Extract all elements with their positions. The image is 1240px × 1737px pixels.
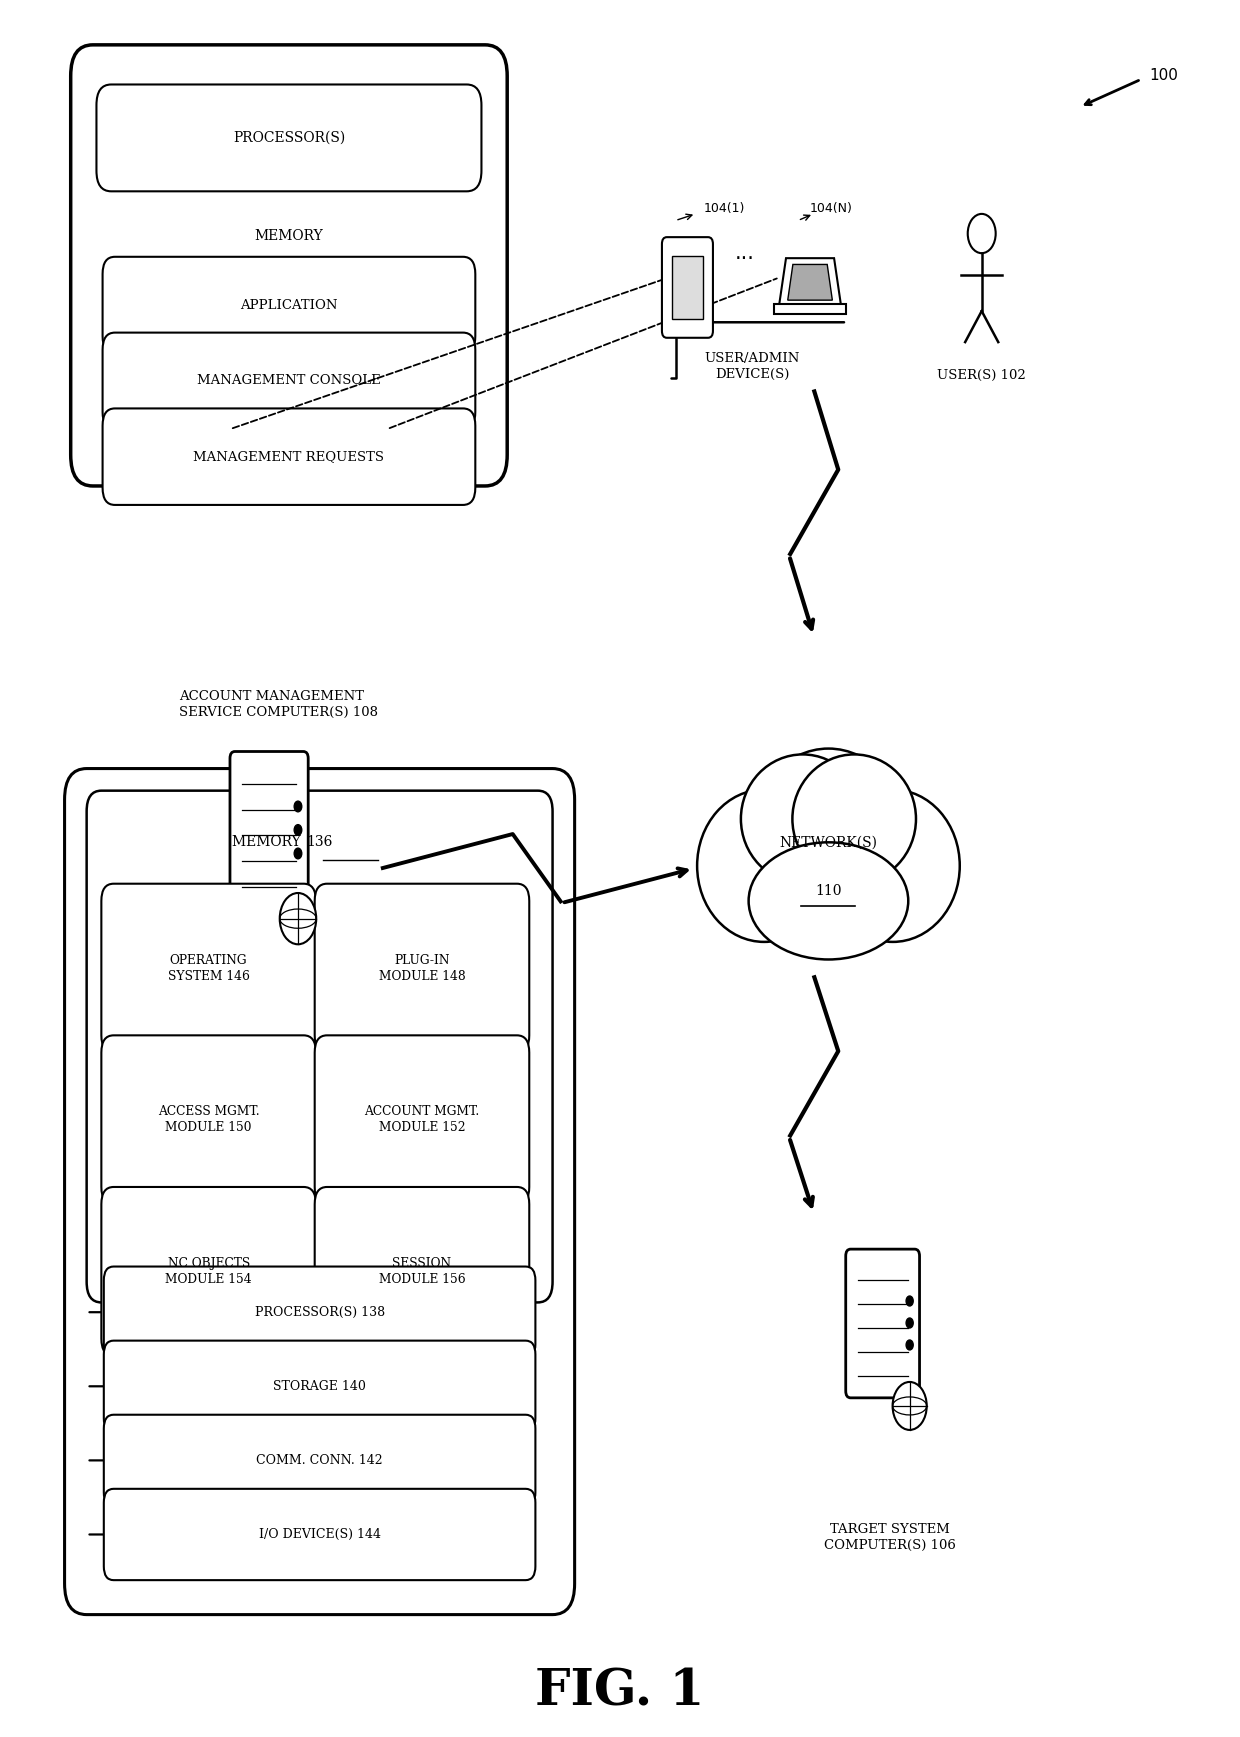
Text: PROCESSOR(S) 138: PROCESSOR(S) 138 <box>254 1306 384 1318</box>
FancyBboxPatch shape <box>104 1414 536 1506</box>
FancyBboxPatch shape <box>97 85 481 191</box>
Circle shape <box>294 848 301 858</box>
Text: OPERATING
SYSTEM 146: OPERATING SYSTEM 146 <box>167 954 249 983</box>
Text: SESSION
MODULE 156: SESSION MODULE 156 <box>378 1258 465 1285</box>
Text: ACCOUNT MGMT.
MODULE 152: ACCOUNT MGMT. MODULE 152 <box>365 1105 480 1134</box>
Circle shape <box>280 893 316 945</box>
FancyBboxPatch shape <box>87 790 553 1303</box>
Text: NC OBJECTS
MODULE 154: NC OBJECTS MODULE 154 <box>165 1258 252 1285</box>
Text: 136: 136 <box>306 835 332 849</box>
FancyBboxPatch shape <box>102 884 316 1053</box>
Ellipse shape <box>826 790 960 941</box>
FancyBboxPatch shape <box>104 1266 536 1358</box>
Circle shape <box>967 214 996 254</box>
Text: USER/ADMIN
DEVICE(S): USER/ADMIN DEVICE(S) <box>704 351 800 380</box>
Text: MANAGEMENT CONSOLE: MANAGEMENT CONSOLE <box>197 375 381 387</box>
FancyBboxPatch shape <box>103 257 475 353</box>
Text: APPLICATION: APPLICATION <box>241 299 337 311</box>
Text: STORAGE 140: STORAGE 140 <box>273 1379 366 1393</box>
FancyBboxPatch shape <box>662 238 713 337</box>
Text: 104(1): 104(1) <box>703 201 745 215</box>
FancyBboxPatch shape <box>229 752 309 910</box>
Text: 100: 100 <box>1149 68 1178 83</box>
FancyBboxPatch shape <box>104 1489 536 1581</box>
Text: ACCOUNT MANAGEMENT
SERVICE COMPUTER(S) 108: ACCOUNT MANAGEMENT SERVICE COMPUTER(S) 1… <box>179 690 378 719</box>
FancyBboxPatch shape <box>104 1341 536 1431</box>
Text: ACCESS MGMT.
MODULE 150: ACCESS MGMT. MODULE 150 <box>157 1105 259 1134</box>
Text: COMM. CONN. 142: COMM. CONN. 142 <box>257 1454 383 1466</box>
FancyBboxPatch shape <box>103 332 475 429</box>
Circle shape <box>294 825 301 835</box>
FancyBboxPatch shape <box>103 408 475 505</box>
Text: NETWORK(S): NETWORK(S) <box>780 835 878 849</box>
Text: PLUG-IN
MODULE 148: PLUG-IN MODULE 148 <box>378 954 465 983</box>
Text: 104(N): 104(N) <box>810 201 853 215</box>
FancyBboxPatch shape <box>102 1035 316 1204</box>
Text: ...: ... <box>735 243 755 264</box>
FancyBboxPatch shape <box>64 768 574 1615</box>
Ellipse shape <box>749 749 908 936</box>
Circle shape <box>893 1383 926 1430</box>
Circle shape <box>906 1296 913 1306</box>
Ellipse shape <box>740 754 864 884</box>
FancyBboxPatch shape <box>315 1186 529 1357</box>
Circle shape <box>294 801 301 811</box>
FancyBboxPatch shape <box>846 1249 920 1398</box>
FancyBboxPatch shape <box>315 884 529 1053</box>
Polygon shape <box>787 264 832 301</box>
Text: I/O DEVICE(S) 144: I/O DEVICE(S) 144 <box>259 1529 381 1541</box>
Text: MEMORY: MEMORY <box>254 229 324 243</box>
Ellipse shape <box>749 842 908 959</box>
Circle shape <box>906 1339 913 1350</box>
FancyBboxPatch shape <box>315 1035 529 1204</box>
Ellipse shape <box>792 754 916 884</box>
Text: MANAGEMENT REQUESTS: MANAGEMENT REQUESTS <box>193 450 384 464</box>
Text: FIG. 1: FIG. 1 <box>536 1668 704 1716</box>
Bar <box>774 304 846 314</box>
FancyBboxPatch shape <box>102 1186 316 1357</box>
FancyBboxPatch shape <box>71 45 507 486</box>
Text: MEMORY: MEMORY <box>232 835 305 849</box>
Polygon shape <box>779 259 841 306</box>
Bar <box>672 255 703 320</box>
Ellipse shape <box>697 790 831 941</box>
Text: 110: 110 <box>815 884 842 898</box>
Text: USER(S) 102: USER(S) 102 <box>937 368 1025 382</box>
Circle shape <box>906 1318 913 1329</box>
Text: TARGET SYSTEM
COMPUTER(S) 106: TARGET SYSTEM COMPUTER(S) 106 <box>823 1523 956 1553</box>
Text: PROCESSOR(S): PROCESSOR(S) <box>233 130 345 144</box>
